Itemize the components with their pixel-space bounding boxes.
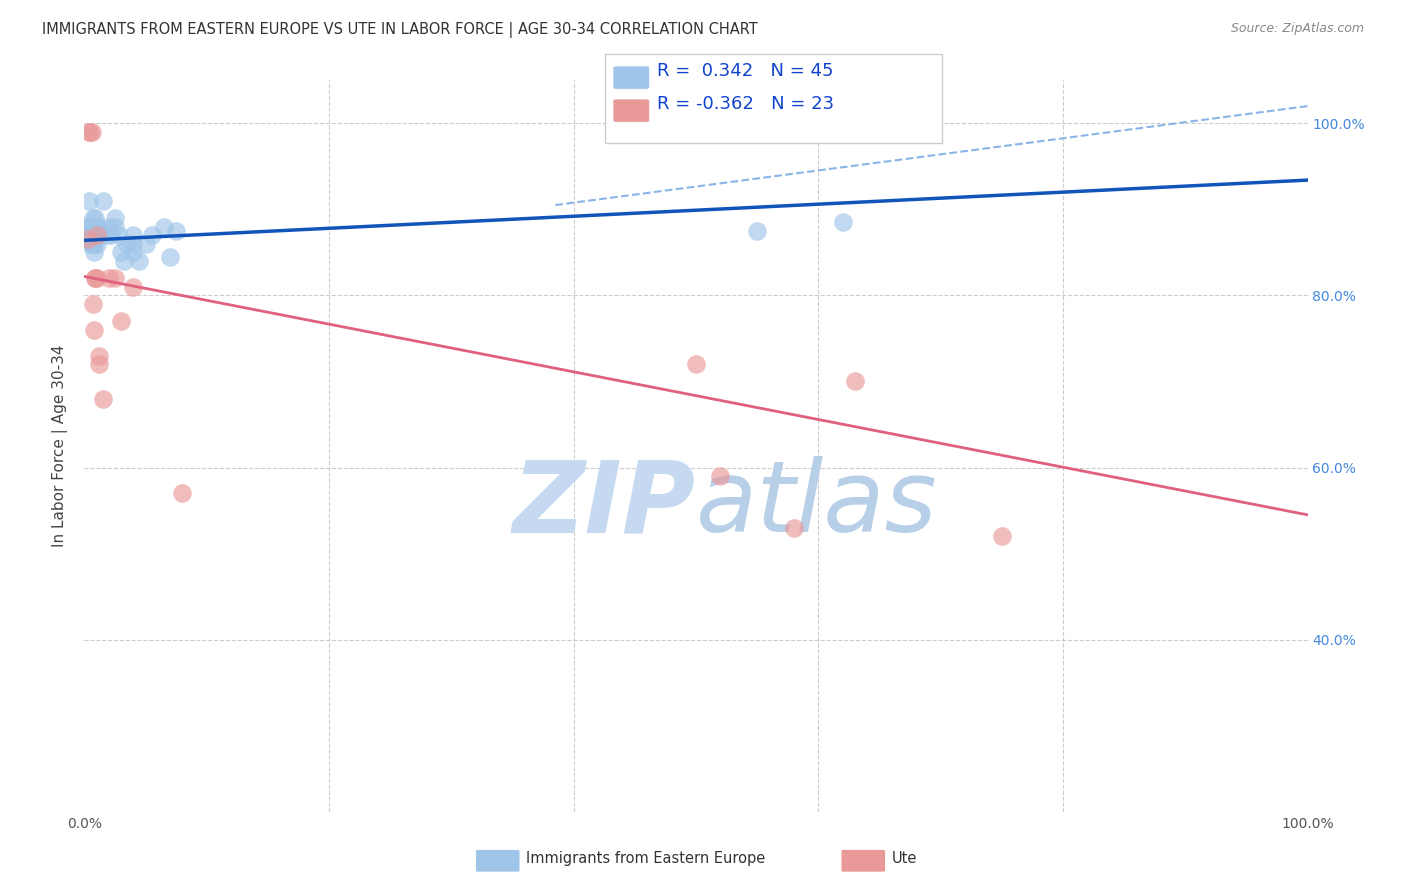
- Point: [991, 529, 1014, 543]
- Point: [83, 323, 105, 337]
- Point: [172, 486, 194, 500]
- Text: Ute: Ute: [891, 851, 917, 865]
- Point: [82, 219, 104, 234]
- Point: [84, 211, 107, 225]
- Point: [153, 219, 176, 234]
- Point: [79, 224, 101, 238]
- Point: [86, 271, 108, 285]
- Point: [128, 254, 150, 268]
- Point: [685, 357, 707, 371]
- Point: [97, 271, 120, 285]
- Point: [80, 219, 103, 234]
- Point: [84, 271, 107, 285]
- Point: [77, 232, 100, 246]
- Point: [77, 125, 100, 139]
- Point: [82, 211, 104, 225]
- Point: [77, 194, 100, 208]
- Text: atlas: atlas: [696, 456, 938, 553]
- Point: [83, 228, 105, 243]
- Point: [91, 392, 114, 406]
- Y-axis label: In Labor Force | Age 30-34: In Labor Force | Age 30-34: [52, 344, 69, 548]
- Point: [79, 219, 101, 234]
- Point: [104, 211, 127, 225]
- Point: [86, 228, 108, 243]
- Point: [100, 228, 122, 243]
- Point: [80, 236, 103, 251]
- Text: Source: ZipAtlas.com: Source: ZipAtlas.com: [1230, 22, 1364, 36]
- Point: [77, 219, 100, 234]
- Point: [141, 228, 163, 243]
- Point: [84, 228, 107, 243]
- Point: [96, 228, 118, 243]
- Point: [112, 254, 135, 268]
- Point: [831, 215, 853, 229]
- Point: [104, 219, 127, 234]
- Point: [86, 224, 108, 238]
- Point: [82, 297, 104, 311]
- Point: [79, 228, 101, 243]
- Point: [104, 271, 127, 285]
- Point: [79, 125, 101, 139]
- Point: [115, 236, 138, 251]
- Point: [783, 521, 806, 535]
- Point: [87, 357, 110, 371]
- Point: [135, 236, 157, 251]
- Point: [844, 375, 866, 389]
- Point: [110, 245, 132, 260]
- Point: [86, 236, 108, 251]
- Point: [84, 271, 107, 285]
- Point: [122, 236, 145, 251]
- Point: [747, 224, 769, 238]
- Point: [87, 219, 110, 234]
- Point: [83, 245, 105, 260]
- Point: [122, 245, 145, 260]
- Point: [165, 224, 187, 238]
- Point: [87, 349, 110, 363]
- Point: [83, 236, 105, 251]
- Point: [110, 314, 132, 328]
- Text: R = -0.362   N = 23: R = -0.362 N = 23: [657, 95, 834, 113]
- Point: [80, 228, 103, 243]
- Point: [91, 194, 114, 208]
- Point: [122, 228, 145, 243]
- Text: R =  0.342   N = 45: R = 0.342 N = 45: [657, 62, 834, 80]
- Text: IMMIGRANTS FROM EASTERN EUROPE VS UTE IN LABOR FORCE | AGE 30-34 CORRELATION CHA: IMMIGRANTS FROM EASTERN EUROPE VS UTE IN…: [42, 22, 758, 38]
- Point: [709, 469, 731, 483]
- Point: [159, 250, 181, 264]
- Point: [79, 232, 101, 246]
- Point: [86, 219, 108, 234]
- Point: [82, 236, 104, 251]
- Point: [122, 280, 145, 294]
- Point: [80, 125, 103, 139]
- Point: [77, 219, 100, 234]
- Point: [77, 228, 100, 243]
- Text: Immigrants from Eastern Europe: Immigrants from Eastern Europe: [526, 851, 765, 865]
- Point: [107, 228, 129, 243]
- Text: ZIP: ZIP: [513, 456, 696, 553]
- Point: [97, 219, 120, 234]
- Point: [79, 236, 101, 251]
